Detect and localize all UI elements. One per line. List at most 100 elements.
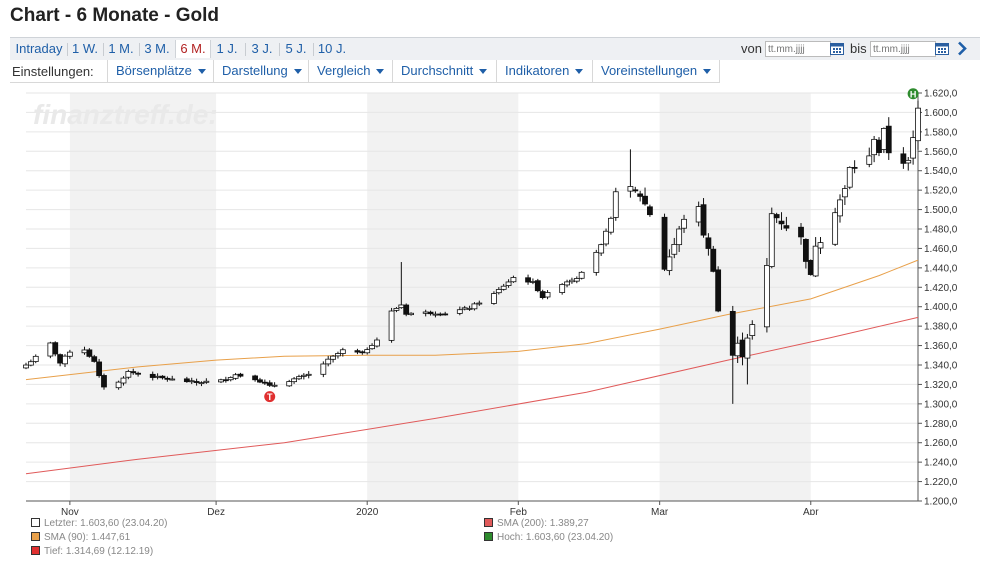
candle-down [534, 280, 541, 292]
caret-down-icon [293, 69, 302, 75]
candle-up [339, 349, 346, 354]
candle-down [539, 291, 546, 298]
candle-up [393, 308, 400, 311]
candle-up [768, 213, 775, 267]
candle-up [734, 342, 741, 357]
candle-up [500, 285, 507, 290]
candle-up [495, 289, 502, 294]
range-tab-3y[interactable]: 3 J. [251, 41, 273, 56]
page-title: Chart - 6 Monate - Gold [10, 5, 219, 26]
candle-up [491, 293, 497, 304]
range-separator [139, 43, 140, 56]
candle-down [783, 225, 790, 229]
candle-down [739, 339, 746, 358]
candle-down [700, 204, 707, 236]
y-tick-label: 1.240,0 [924, 458, 958, 469]
candle-down [266, 382, 273, 386]
legend-swatch [31, 546, 40, 555]
caret-down-icon [376, 69, 385, 75]
from-date-input[interactable] [765, 41, 831, 57]
y-tick-label: 1.520,0 [924, 186, 958, 197]
y-tick-label: 1.560,0 [924, 147, 958, 158]
legend-item-last: Letzter: 1.603,60 (23.04.20) [31, 518, 167, 530]
low-marker-label: T [267, 392, 273, 402]
y-tick-label: 1.200,0 [924, 497, 958, 508]
candle-up [866, 155, 873, 165]
candle-down [885, 125, 892, 154]
menu-label: Darstellung [222, 63, 288, 78]
calendar-icon[interactable] [830, 42, 844, 55]
y-tick-label: 1.480,0 [924, 225, 958, 236]
menu-indikatoren[interactable]: Indikatoren [496, 60, 592, 82]
y-tick-label: 1.280,0 [924, 419, 958, 430]
candle-down [851, 166, 858, 169]
candle-up [330, 355, 336, 360]
range-tab-6m[interactable]: 6 M. [175, 40, 211, 58]
range-tab-10y[interactable]: 10 J. [317, 41, 347, 56]
candle-down [52, 342, 59, 355]
candle-down [798, 226, 804, 238]
candle-down [135, 372, 142, 375]
y-tick-label: 1.220,0 [924, 477, 958, 488]
price-chart[interactable]: finanztreff.de: 1.200,01.220,01.240,01.2… [0, 85, 992, 515]
candle-up [305, 373, 312, 376]
candle-up [369, 344, 375, 350]
legend-text: Tief: 1.314,69 (12.12.19) [44, 546, 154, 557]
menu-vergleich[interactable]: Vergleich [308, 60, 392, 82]
range-tab-1y[interactable]: 1 J. [216, 41, 238, 56]
candle-down [237, 373, 244, 377]
range-tab-1w[interactable]: 1 W. [71, 41, 98, 56]
candle-down [715, 269, 722, 312]
candle-up [905, 159, 912, 164]
candle-down [427, 311, 434, 315]
range-separator [67, 43, 68, 56]
candle-down [778, 220, 785, 225]
y-tick-label: 1.460,0 [924, 244, 958, 255]
candle-up [569, 279, 575, 283]
legend-text: SMA (200): 1.389,27 [497, 518, 589, 529]
extreme-markers: HT [264, 88, 919, 403]
month-band [69, 93, 217, 501]
calendar-icon[interactable] [935, 42, 949, 55]
menu-darstellung[interactable]: Darstellung [213, 60, 308, 82]
range-tab-1m[interactable]: 1 M. [108, 41, 134, 56]
candle-down [525, 277, 531, 283]
candle-up [871, 138, 878, 156]
menu-durchschnitt[interactable]: Durchschnitt [392, 60, 496, 82]
candle-up [23, 364, 29, 369]
legend-item-sma200: SMA (200): 1.389,27 [484, 518, 589, 530]
y-tick-label: 1.300,0 [924, 399, 958, 410]
candle-up [695, 206, 702, 223]
caret-down-icon [575, 69, 584, 75]
range-tab-5y[interactable]: 5 J. [285, 41, 307, 56]
legend-text: SMA (90): 1.447,61 [44, 532, 131, 543]
legend-swatch [484, 518, 493, 527]
y-tick-label: 1.500,0 [924, 205, 958, 216]
candle-up [125, 371, 132, 378]
candle-up [461, 307, 468, 310]
to-date-input[interactable] [870, 41, 936, 57]
candle-down [403, 304, 410, 315]
candle-up [62, 355, 68, 365]
range-tab-intraday[interactable]: Intraday [15, 41, 63, 56]
menu-boersenplaetze[interactable]: Börsenplätze [107, 60, 213, 82]
range-tab-3m[interactable]: 3 M. [144, 41, 170, 56]
candle-up [666, 256, 673, 271]
menu-voreinstellungen[interactable]: Voreinstellungen [592, 60, 720, 82]
candle-up [603, 230, 609, 245]
candle-up [47, 342, 54, 357]
candle-down [149, 373, 156, 378]
range-bar: Intraday 1 W. 1 M. 3 M. 6 M. 1 J. 3 J. 5… [10, 37, 980, 60]
candle-down [437, 313, 444, 316]
candle-down [637, 193, 644, 197]
candle-down [647, 206, 653, 216]
candle-down [773, 214, 780, 219]
from-label: von [741, 41, 762, 56]
legend-text: Hoch: 1.603,60 (23.04.20) [497, 532, 614, 543]
candle-up [880, 128, 887, 150]
chevron-right-icon[interactable] [956, 41, 968, 56]
candle-up [432, 313, 439, 316]
candle-up [671, 244, 678, 255]
candle-up [505, 281, 512, 286]
candle-up [335, 353, 341, 357]
